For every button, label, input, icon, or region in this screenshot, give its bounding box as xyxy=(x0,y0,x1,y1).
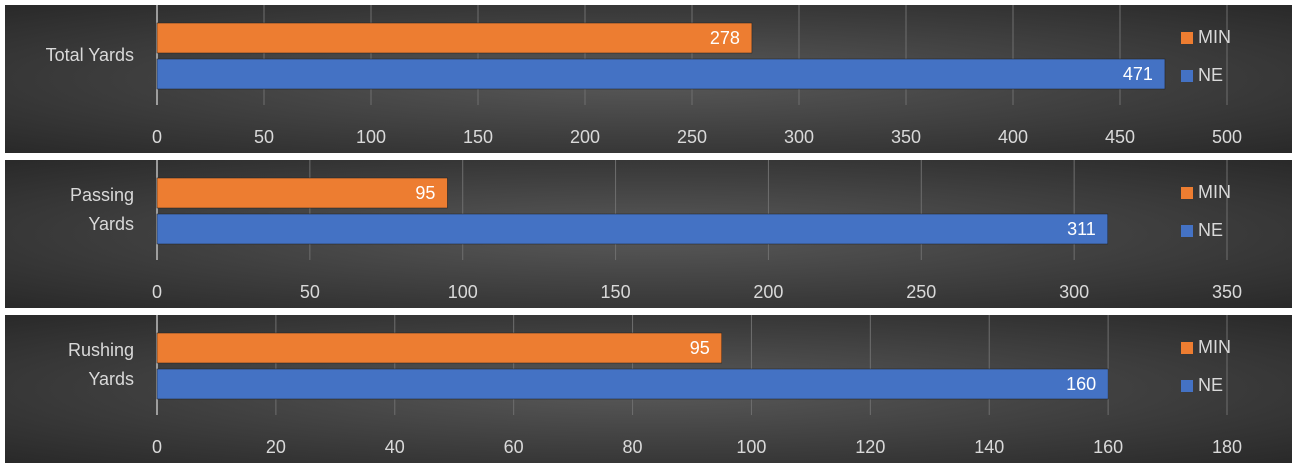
value-label: 311 xyxy=(1067,219,1096,239)
x-tick-label: 100 xyxy=(356,127,386,147)
legend-swatch xyxy=(1181,342,1193,354)
x-tick-label: 250 xyxy=(677,127,707,147)
category-label: Total Yards xyxy=(45,44,134,65)
x-tick-label: 50 xyxy=(300,282,320,302)
bar xyxy=(156,22,753,54)
x-tick-label: 40 xyxy=(385,437,405,457)
bar xyxy=(156,332,722,364)
legend-label: NE xyxy=(1198,375,1223,395)
x-tick-label: 180 xyxy=(1212,437,1242,457)
legend-label: MIN xyxy=(1198,182,1231,202)
x-tick-label: 0 xyxy=(152,282,162,302)
x-tick-label: 160 xyxy=(1093,437,1123,457)
x-tick-label: 0 xyxy=(152,437,162,457)
x-tick-label: 400 xyxy=(998,127,1028,147)
legend-swatch xyxy=(1181,32,1193,44)
category-label-wrap: Total Yards xyxy=(8,19,134,91)
bar xyxy=(156,368,1109,400)
x-tick-label: 200 xyxy=(753,282,783,302)
x-tick-label: 150 xyxy=(463,127,493,147)
x-tick-label: 300 xyxy=(1059,282,1089,302)
x-tick-label: 450 xyxy=(1105,127,1135,147)
category-label: Rushing Yards xyxy=(67,340,134,389)
legend-label: NE xyxy=(1198,65,1223,85)
value-label: 471 xyxy=(1123,64,1153,84)
x-tick-label: 350 xyxy=(1212,282,1242,302)
category-label-box: Passing Yards xyxy=(8,174,134,246)
x-tick-label: 100 xyxy=(736,437,766,457)
x-tick-label: 20 xyxy=(266,437,286,457)
x-tick-label: 250 xyxy=(906,282,936,302)
legend-label: NE xyxy=(1198,220,1223,240)
x-tick-label: 350 xyxy=(891,127,921,147)
x-tick-label: 0 xyxy=(152,127,162,147)
x-tick-label: 300 xyxy=(784,127,814,147)
category-label-box: Rushing Yards xyxy=(8,329,134,401)
x-tick-label: 100 xyxy=(448,282,478,302)
legend-swatch xyxy=(1181,225,1193,237)
value-label: 278 xyxy=(710,28,740,48)
value-label: 95 xyxy=(415,183,435,203)
legend-swatch xyxy=(1181,380,1193,392)
x-tick-label: 50 xyxy=(254,127,274,147)
x-tick-label: 150 xyxy=(601,282,631,302)
category-label-wrap: Rushing Yards xyxy=(8,329,134,401)
x-tick-label: 60 xyxy=(504,437,524,457)
category-label-wrap: Passing Yards xyxy=(8,174,134,246)
category-label: Passing Yards xyxy=(69,185,134,234)
legend-swatch xyxy=(1181,70,1193,82)
bar xyxy=(156,58,1166,90)
x-tick-label: 140 xyxy=(974,437,1004,457)
value-label: 160 xyxy=(1066,374,1096,394)
x-tick-label: 500 xyxy=(1212,127,1242,147)
x-tick-label: 200 xyxy=(570,127,600,147)
bar xyxy=(156,177,448,209)
legend-swatch xyxy=(1181,187,1193,199)
x-tick-label: 120 xyxy=(855,437,885,457)
x-tick-label: 80 xyxy=(623,437,643,457)
bar xyxy=(156,213,1109,245)
category-label-box: Total Yards xyxy=(8,19,134,91)
value-label: 95 xyxy=(690,338,710,358)
legend-label: MIN xyxy=(1198,337,1231,357)
legend-label: MIN xyxy=(1198,27,1231,47)
